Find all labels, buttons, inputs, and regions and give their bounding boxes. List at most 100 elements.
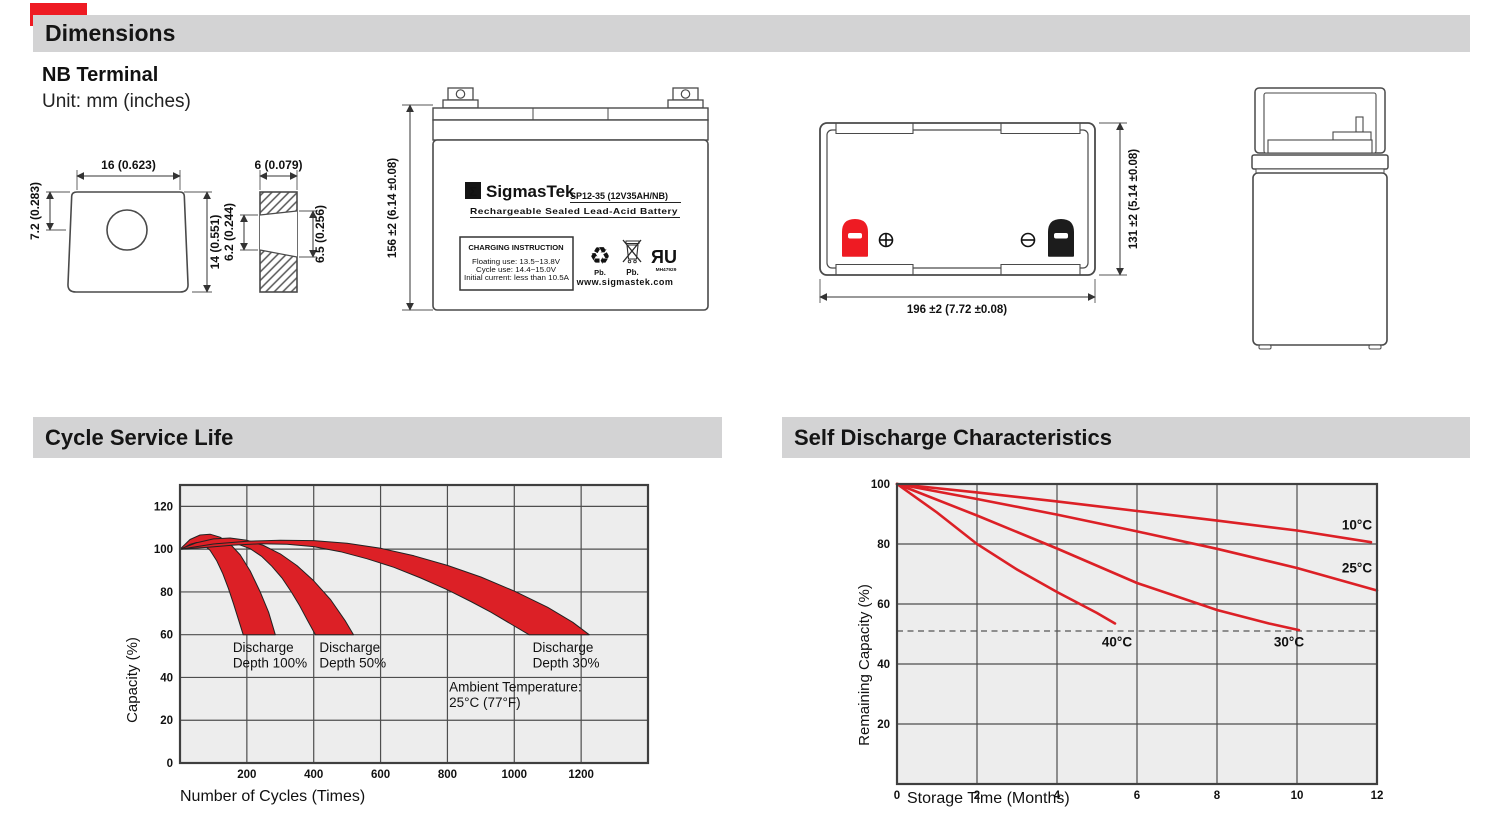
x-tick-label: 6: [1134, 790, 1140, 802]
y-tick-label: 100: [154, 544, 173, 556]
chart-annotation: Ambient Temperature: 25°C (77°F): [449, 679, 582, 710]
y-axis-title: Remaining Capacity (%): [856, 584, 873, 746]
dimensions-title: Dimensions: [45, 20, 176, 46]
series-label: 30°C: [1274, 635, 1304, 650]
dim-slot-right: 6.5 (0.256): [313, 205, 327, 263]
x-tick-label: 200: [237, 769, 256, 781]
self-discharge-title: Self Discharge Characteristics: [794, 424, 1112, 450]
dimensions-section-bar: Dimensions: [33, 15, 1470, 52]
x-tick-label: 600: [371, 769, 390, 781]
cycle-service-life-title: Cycle Service Life: [45, 424, 234, 450]
series-label: 10°C: [1342, 518, 1372, 533]
x-tick-label: 10: [1291, 790, 1304, 802]
x-tick-label: 1200: [568, 769, 594, 781]
dim-terminal-height: 14 (0.551): [208, 215, 222, 270]
negative-terminal-slot: [1054, 233, 1068, 239]
charging-title: CHARGING INSTRUCTION: [468, 243, 563, 252]
x-tick-label: 2: [974, 790, 980, 802]
y-tick-label: 0: [167, 758, 173, 770]
self-discharge-bar: Self Discharge Characteristics: [782, 417, 1470, 458]
terminal-wire-slot: [260, 211, 297, 257]
dim-battery-width: 196 ±2 (7.72 ±0.08): [907, 304, 1007, 316]
y-tick-label: 80: [877, 539, 890, 551]
y-tick-label: 80: [160, 587, 173, 599]
x-tick-label: 4: [1054, 790, 1061, 802]
sigma-logo-box: [465, 182, 481, 199]
positive-terminal-slot: [848, 233, 862, 239]
x-tick-label: 8: [1214, 790, 1221, 802]
y-tick-label: 100: [871, 479, 890, 491]
charging-line2: Cycle use: 14.4~15.0V: [476, 267, 556, 274]
x-axis-title: Storage Time (Months): [907, 790, 1070, 807]
front-label: Σ SigmasTek SP12-35 (12V35AH/NB) Recharg…: [459, 182, 681, 291]
type-line-text: Rechargeable Sealed Lead-Acid Battery: [470, 206, 678, 216]
battery-front-view: 156 ±2 (6.14 ±0.08) Σ SigmasTek SP12-35 …: [387, 87, 709, 311]
series-label: 25°C: [1342, 561, 1372, 576]
unit-note: Unit: mm (inches): [42, 91, 191, 112]
y-tick-label: 60: [877, 599, 890, 611]
brand-text: SigmasTek: [486, 182, 575, 201]
minus-polarity-icon: [1020, 232, 1036, 248]
pb-label-2: Pb.: [626, 268, 638, 277]
nb-terminal-subtitle: NB Terminal: [42, 64, 159, 86]
band-Discharge Depth 30%: [179, 539, 590, 636]
y-tick-label: 20: [877, 719, 890, 731]
y-tick-label: 40: [877, 659, 890, 671]
dim-battery-depth: 131 ±2 (5.14 ±0.08): [1128, 149, 1140, 249]
charging-instruction-box: [459, 236, 574, 291]
website-text: www.sigmastek.com: [576, 277, 674, 287]
dim-terminal-hole-offset: 7.2 (0.283): [30, 182, 42, 240]
sigma-glyph: Σ: [469, 184, 477, 199]
cycle-service-life-bar: Cycle Service Life: [33, 417, 722, 458]
dim-section-width: 6 (0.079): [254, 158, 302, 172]
plus-polarity-icon: [878, 232, 894, 248]
battery-top-view: 131 ±2 (5.14 ±0.08) 196 ±2 (7.72 ±0.08): [819, 122, 1140, 316]
side-body: [1252, 172, 1388, 346]
y-tick-label: 60: [160, 630, 173, 642]
side-terminal-pin: [1355, 116, 1364, 133]
ul-code: MH47929: [656, 267, 677, 273]
series-label: 40°C: [1102, 635, 1132, 650]
chart-annotation: Discharge Depth 50%: [319, 640, 386, 671]
y-tick-label: 20: [160, 715, 173, 727]
y-axis-title: Capacity (%): [124, 637, 141, 723]
series-30°C: [895, 482, 1301, 632]
top-view-notches: [835, 123, 1081, 275]
x-tick-label: 400: [304, 769, 323, 781]
terminal-cross-section: 6 (0.079) 6.2 (0.244) 6.5 (0.256): [222, 158, 327, 293]
y-tick-label: 120: [154, 501, 173, 513]
series-10°C: [895, 482, 1373, 544]
self-discharge-chart: 10°C 25°C 30°C 40°C 20 40 60 80 100 2 4 6 8 10 12 0 Stor…: [856, 479, 1384, 807]
front-terminal-posts: [442, 87, 704, 109]
dim-battery-height: 156 ±2 (6.14 ±0.08): [387, 158, 399, 258]
model-text: SP12-35 (12V35AH/NB): [570, 191, 668, 201]
ul-mark-icon: ЯU: [651, 247, 677, 267]
plot-frame: [895, 482, 1379, 786]
plot-frame: [178, 483, 650, 765]
pb-label-1: Pb.: [594, 268, 606, 277]
side-flange: [1251, 154, 1389, 170]
series-25°C: [895, 482, 1379, 592]
x-tick-label: 1000: [501, 769, 527, 781]
x-axis-title: Number of Cycles (Times): [180, 788, 365, 805]
cycle-service-life-chart: 0 20 40 60 80 100 120 200 400 600 800 1000 1200 Disch…: [124, 483, 650, 805]
chart-annotation: Discharge Depth 100%: [233, 640, 307, 671]
chart-annotation: Discharge Depth 30%: [533, 640, 600, 671]
recycle-icon: ♻: [589, 243, 611, 270]
origin-label: 0: [894, 790, 900, 802]
terminal-hole: [106, 209, 148, 251]
x-tick-label: 12: [1371, 790, 1384, 802]
terminal-detail-drawing: 16 (0.623) 7.2 (0.283) 14 (0.551) 6 (0.0…: [30, 158, 327, 293]
battery-side-view: [1251, 87, 1389, 350]
dim-terminal-width: 16 (0.623): [101, 158, 156, 172]
crossed-bin-icon: [622, 239, 642, 264]
terminal-front-face: 16 (0.623) 7.2 (0.283) 14 (0.551): [30, 158, 222, 293]
x-tick-label: 800: [438, 769, 457, 781]
y-tick-label: 40: [160, 672, 173, 684]
dim-slot-left: 6.2 (0.244): [222, 203, 236, 261]
charging-line1: Floating use: 13.5~13.8V: [472, 259, 560, 266]
top-view-inner: [826, 129, 1089, 269]
charging-line3: Initial current: less than 10.5A: [464, 275, 569, 282]
series-40°C: [895, 482, 1117, 625]
